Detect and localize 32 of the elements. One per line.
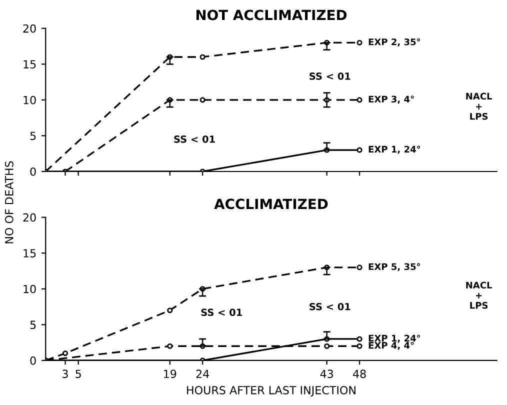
- y-tick-label: 15: [24, 60, 36, 69]
- annotation: NACL + LPS: [466, 92, 492, 120]
- y-tick-label: 10: [24, 96, 36, 104]
- y-axis-title: NO OF DEATHS: [4, 161, 14, 244]
- x-tick-label: 48: [353, 370, 366, 378]
- chart-title: ACCLIMATIZED: [214, 198, 328, 210]
- x-tick-label: 19: [164, 370, 176, 378]
- annotation: SS < 01: [201, 308, 242, 316]
- x-tick-label: 24: [196, 370, 210, 378]
- y-tick-label: 15: [24, 249, 36, 258]
- annotation: SS < 01: [310, 302, 350, 310]
- y-tick-label: 0: [30, 167, 36, 176]
- annotation: SS < 01: [310, 72, 350, 80]
- annotation: NACL + LPS: [466, 282, 492, 309]
- series-label: EXP 4, 4°: [368, 342, 414, 350]
- y-tick-label: 5: [30, 132, 36, 140]
- series-label: EXP 3, 4°: [368, 96, 414, 104]
- series-label: EXP 2, 35°: [368, 38, 420, 46]
- annotation: SS < 01: [174, 135, 215, 143]
- y-tick-label: 10: [24, 284, 36, 294]
- x-tick-label: 5: [76, 370, 81, 378]
- series-label: EXP 1, 24°: [368, 146, 420, 154]
- series-label: EXP 5, 35°: [368, 263, 420, 272]
- y-tick-label: 5: [30, 320, 36, 330]
- x-tick-label: 3: [62, 370, 68, 378]
- x-axis-title: HOURS AFTER LAST INJECTION: [187, 386, 356, 396]
- y-tick-label: 0: [30, 356, 36, 365]
- y-tick-label: 20: [23, 213, 36, 222]
- series-label: EXP 1, 24°: [368, 334, 420, 343]
- y-tick-label: 20: [23, 24, 36, 33]
- x-tick-label: 43: [320, 370, 334, 378]
- chart-title: NOT ACCLIMATIZED: [196, 10, 347, 20]
